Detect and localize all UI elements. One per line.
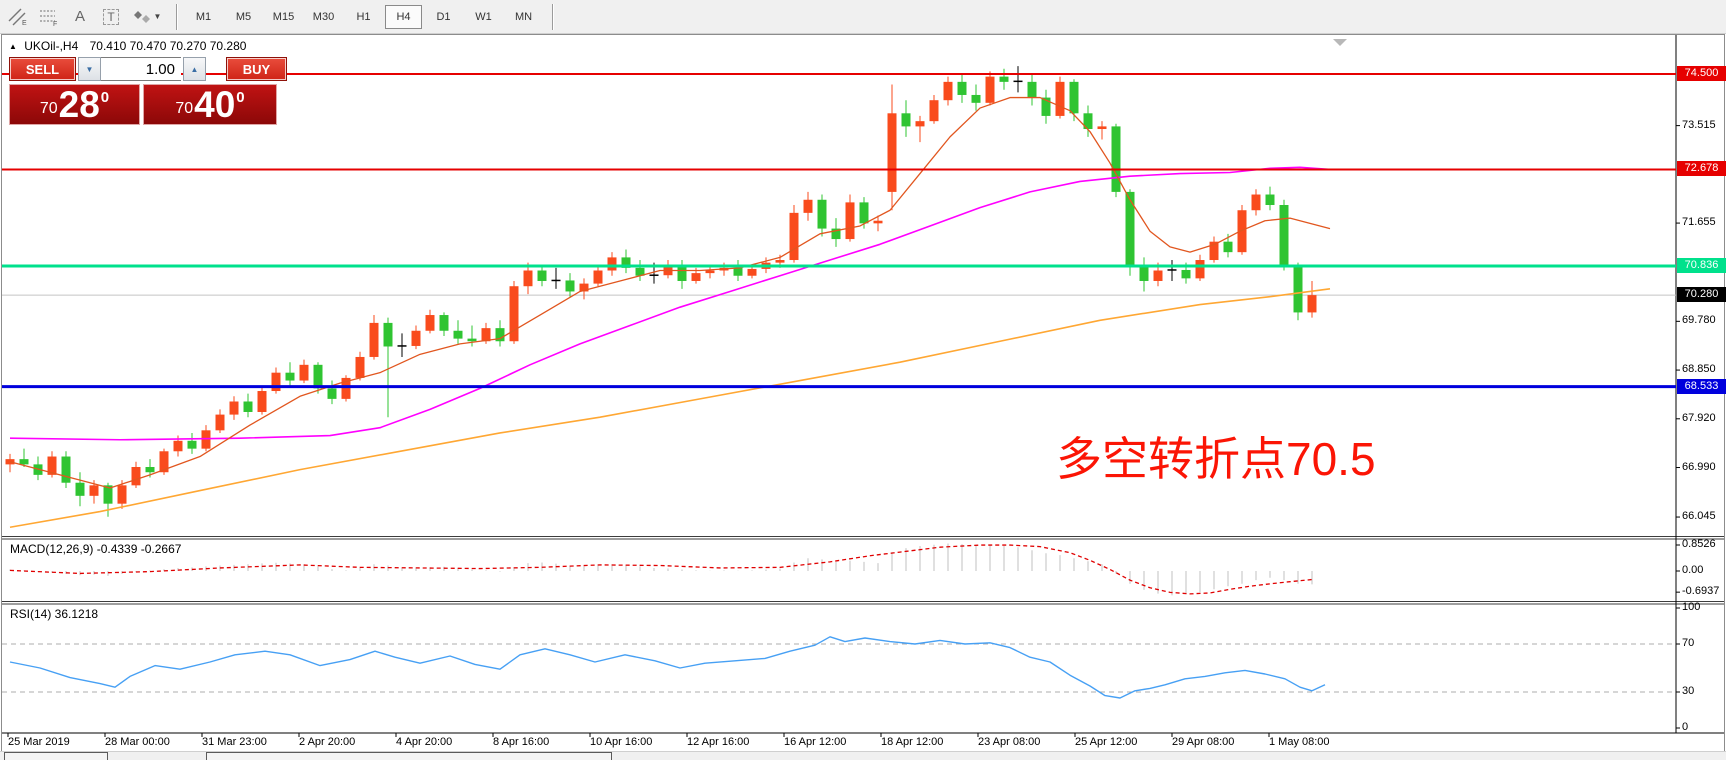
timeframe-button-w1[interactable]: W1 xyxy=(475,10,492,23)
timeframe-button-m15[interactable]: M15 xyxy=(272,10,295,23)
macd-tick-label: -0.6937 xyxy=(1682,585,1720,598)
date-tick-label: 10 Apr 16:00 xyxy=(590,736,653,748)
timeframe-bar: M1 M5 M15 M30 H1 H4 D1 W1 MN xyxy=(185,4,545,29)
price-line-badge: 68.533 xyxy=(1677,378,1726,394)
symbol-name: UKOil-,H4 xyxy=(24,39,79,53)
sell-price-integer: 70 xyxy=(39,100,58,117)
date-tick-label: 31 Mar 23:00 xyxy=(202,736,267,748)
rsi-tick-label: 100 xyxy=(1682,601,1701,613)
one-click-trading-widget: SELL ▼ ▲ BUY 70 28 0 70 40 0 xyxy=(9,57,293,125)
symbol-header: ▲ UKOil-,H4 70.410 70.470 70.270 70.280 xyxy=(9,39,246,53)
price-tick-label: 67.920 xyxy=(1682,411,1716,424)
price-tick-label: 69.780 xyxy=(1682,314,1716,327)
chart-tab[interactable] xyxy=(4,752,108,760)
svg-text:F: F xyxy=(53,21,57,26)
sell-price-pips: 28 xyxy=(58,84,100,125)
date-tick-label: 8 Apr 16:00 xyxy=(493,736,550,748)
volume-decrease-button[interactable]: ▼ xyxy=(78,57,101,81)
sell-price-panel[interactable]: 70 28 0 xyxy=(9,84,140,125)
arrow-tools-button[interactable]: ▼ xyxy=(128,4,166,30)
price-line-badge: 70.280 xyxy=(1677,287,1726,303)
symbol-ohlc: 70.410 70.470 70.270 70.280 xyxy=(89,39,247,53)
rsi-label: RSI(14) 36.1218 xyxy=(10,607,99,621)
price-tick-label: 73.515 xyxy=(1682,118,1716,131)
equidistant-channel-tool-button[interactable]: E xyxy=(4,4,32,30)
text-label-tool-button[interactable]: T xyxy=(97,4,125,30)
price-tick-label: 68.850 xyxy=(1682,363,1716,376)
timeframe-button-m5[interactable]: M5 xyxy=(235,10,252,23)
equidistant-channel-icon: E xyxy=(8,8,27,26)
buy-price-panel[interactable]: 70 40 0 xyxy=(143,84,277,125)
text-label-icon: T xyxy=(103,8,119,25)
text-tool-icon: A xyxy=(74,8,85,25)
timeframe-button-mn[interactable]: MN xyxy=(514,10,533,23)
rsi-tick-label: 70 xyxy=(1682,637,1695,649)
timeframe-button-d1[interactable]: D1 xyxy=(436,10,451,23)
date-tick-label: 25 Apr 12:00 xyxy=(1075,736,1138,748)
price-line-badge: 72.678 xyxy=(1677,161,1726,177)
dropdown-caret-icon: ▼ xyxy=(153,12,162,21)
date-tick-label: 23 Apr 08:00 xyxy=(978,736,1041,748)
buy-button[interactable]: BUY xyxy=(226,57,287,81)
arrow-tools-icon xyxy=(133,10,150,23)
date-tick-label: 1 May 08:00 xyxy=(1269,736,1330,748)
timeframe-button-h1[interactable]: H1 xyxy=(356,10,371,23)
rsi-tick-label: 0 xyxy=(1682,721,1689,733)
date-tick-label: 28 Mar 00:00 xyxy=(105,736,170,748)
buy-price-pips: 40 xyxy=(194,84,236,125)
price-tick-label: 71.655 xyxy=(1682,216,1716,229)
toolbar-separator xyxy=(176,3,178,30)
chart-tab[interactable] xyxy=(206,752,612,760)
macd-tick-label: 0.00 xyxy=(1682,564,1704,576)
price-tick-label: 66.045 xyxy=(1682,510,1716,523)
sell-price-point: 0 xyxy=(100,89,110,106)
buy-price-point: 0 xyxy=(236,89,245,106)
timeframe-button-h4[interactable]: H4 xyxy=(385,4,422,29)
volume-increase-button[interactable]: ▲ xyxy=(183,57,206,81)
date-tick-label: 29 Apr 08:00 xyxy=(1172,736,1235,748)
volume-input[interactable] xyxy=(101,57,181,81)
chart-annotation-text: 多空转折点70.5 xyxy=(1056,433,1376,485)
svg-text:E: E xyxy=(22,20,27,26)
fibonacci-retracement-icon: F xyxy=(40,9,57,26)
date-tick-label: 18 Apr 12:00 xyxy=(881,736,944,748)
date-tick-label: 2 Apr 20:00 xyxy=(299,736,356,748)
toolbar: E F A T ▼ M1 M5 M15 M30 H1 H4 D1 W1 MN xyxy=(0,0,1726,34)
buy-price-integer: 70 xyxy=(175,100,194,117)
fibonacci-tool-button[interactable]: F xyxy=(35,4,63,30)
date-tick-label: 16 Apr 12:00 xyxy=(784,736,847,748)
timeframe-button-m30[interactable]: M30 xyxy=(312,10,335,23)
price-line-badge: 74.500 xyxy=(1677,66,1726,81)
macd-tick-label: 0.8526 xyxy=(1682,537,1716,550)
price-line-badge: 70.836 xyxy=(1677,257,1726,273)
sell-button[interactable]: SELL xyxy=(9,57,76,81)
text-tool-button[interactable]: A xyxy=(66,4,94,30)
date-tick-label: 12 Apr 16:00 xyxy=(687,736,750,748)
price-tick-label: 66.990 xyxy=(1682,460,1716,473)
date-tick-label: 4 Apr 20:00 xyxy=(396,736,453,748)
collapse-arrow-icon[interactable]: ▲ xyxy=(9,42,17,51)
date-tick-label: 25 Mar 2019 xyxy=(8,736,70,748)
toolbar-separator xyxy=(552,3,554,30)
rsi-tick-label: 30 xyxy=(1682,685,1695,697)
timeframe-button-m1[interactable]: M1 xyxy=(195,10,212,23)
chart-tab-strip xyxy=(0,751,1726,760)
macd-label: MACD(12,26,9) -0.4339 -0.2667 xyxy=(10,542,182,556)
